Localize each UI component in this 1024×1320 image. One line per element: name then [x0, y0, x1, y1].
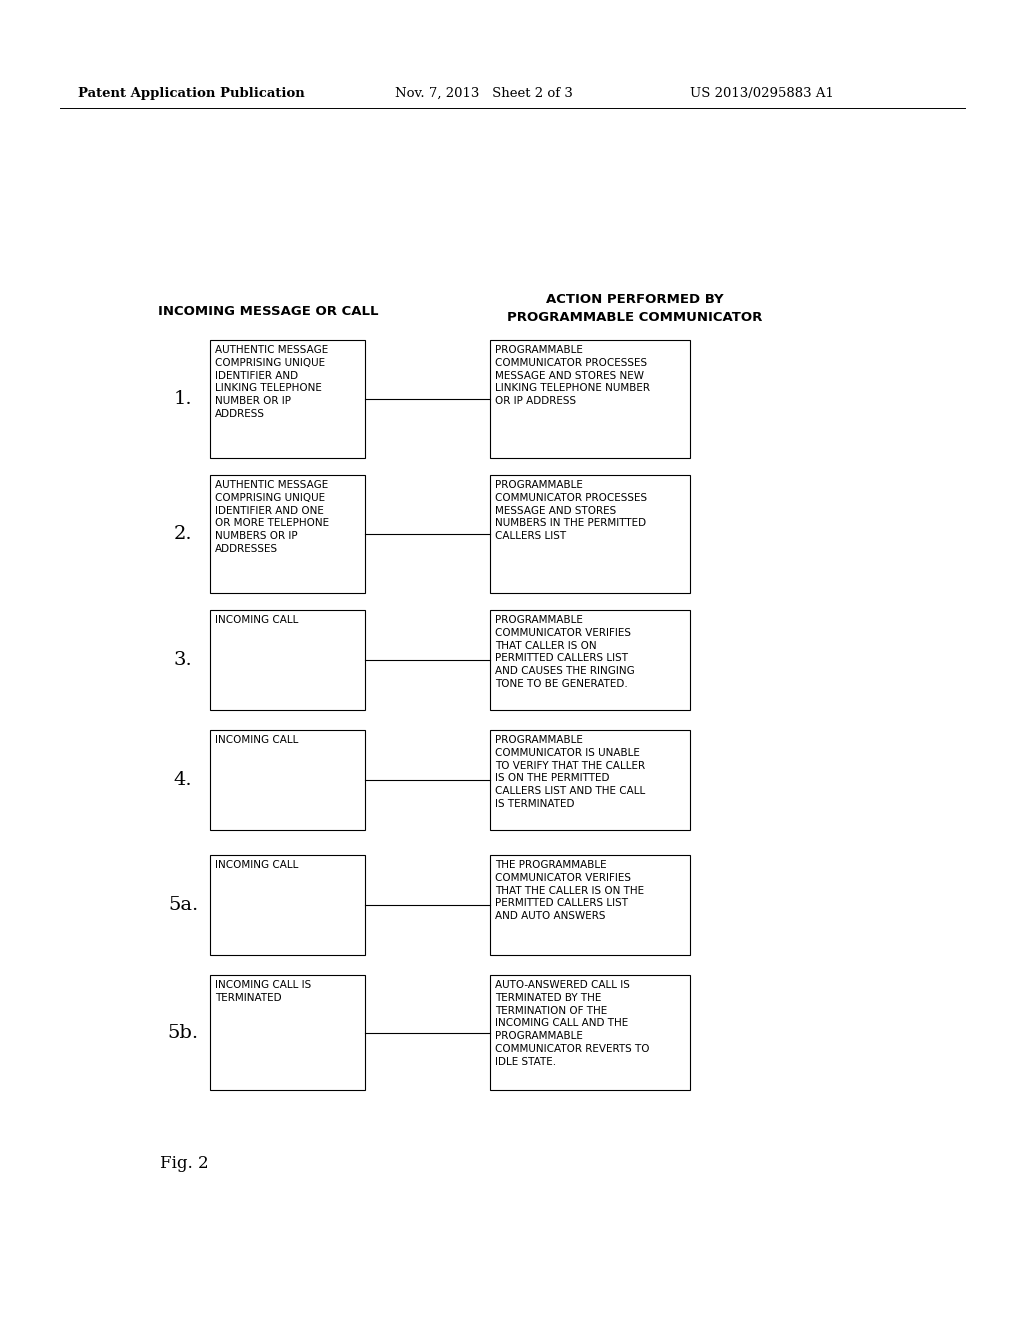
Text: 2.: 2.: [174, 525, 193, 543]
Text: AUTO-ANSWERED CALL IS
TERMINATED BY THE
TERMINATION OF THE
INCOMING CALL AND THE: AUTO-ANSWERED CALL IS TERMINATED BY THE …: [495, 979, 649, 1067]
Text: INCOMING CALL IS
TERMINATED: INCOMING CALL IS TERMINATED: [215, 979, 311, 1003]
Bar: [210, 610, 365, 710]
Bar: [490, 855, 690, 954]
Text: Patent Application Publication: Patent Application Publication: [78, 87, 305, 99]
Text: 5a.: 5a.: [168, 896, 198, 913]
Bar: [210, 975, 365, 1090]
Text: ACTION PERFORMED BY
PROGRAMMABLE COMMUNICATOR: ACTION PERFORMED BY PROGRAMMABLE COMMUNI…: [507, 293, 763, 323]
Text: THE PROGRAMMABLE
COMMUNICATOR VERIFIES
THAT THE CALLER IS ON THE
PERMITTED CALLE: THE PROGRAMMABLE COMMUNICATOR VERIFIES T…: [495, 861, 644, 921]
Text: 1.: 1.: [174, 389, 193, 408]
Text: Nov. 7, 2013   Sheet 2 of 3: Nov. 7, 2013 Sheet 2 of 3: [395, 87, 572, 99]
Bar: [490, 341, 690, 458]
Text: AUTHENTIC MESSAGE
COMPRISING UNIQUE
IDENTIFIER AND ONE
OR MORE TELEPHONE
NUMBERS: AUTHENTIC MESSAGE COMPRISING UNIQUE IDEN…: [215, 480, 329, 554]
Bar: [490, 610, 690, 710]
Text: INCOMING CALL: INCOMING CALL: [215, 861, 298, 870]
Text: PROGRAMMABLE
COMMUNICATOR PROCESSES
MESSAGE AND STORES NEW
LINKING TELEPHONE NUM: PROGRAMMABLE COMMUNICATOR PROCESSES MESS…: [495, 345, 650, 407]
Text: PROGRAMMABLE
COMMUNICATOR PROCESSES
MESSAGE AND STORES
NUMBERS IN THE PERMITTED
: PROGRAMMABLE COMMUNICATOR PROCESSES MESS…: [495, 480, 647, 541]
Bar: [490, 975, 690, 1090]
Bar: [490, 475, 690, 593]
Text: 3.: 3.: [174, 651, 193, 669]
Bar: [210, 341, 365, 458]
Text: Fig. 2: Fig. 2: [160, 1155, 209, 1172]
Text: US 2013/0295883 A1: US 2013/0295883 A1: [690, 87, 834, 99]
Bar: [210, 730, 365, 830]
Text: INCOMING CALL: INCOMING CALL: [215, 735, 298, 744]
Text: PROGRAMMABLE
COMMUNICATOR VERIFIES
THAT CALLER IS ON
PERMITTED CALLERS LIST
AND : PROGRAMMABLE COMMUNICATOR VERIFIES THAT …: [495, 615, 635, 689]
Bar: [210, 475, 365, 593]
Text: AUTHENTIC MESSAGE
COMPRISING UNIQUE
IDENTIFIER AND
LINKING TELEPHONE
NUMBER OR I: AUTHENTIC MESSAGE COMPRISING UNIQUE IDEN…: [215, 345, 329, 418]
Text: 5b.: 5b.: [168, 1023, 199, 1041]
Text: 4.: 4.: [174, 771, 193, 789]
Text: PROGRAMMABLE
COMMUNICATOR IS UNABLE
TO VERIFY THAT THE CALLER
IS ON THE PERMITTE: PROGRAMMABLE COMMUNICATOR IS UNABLE TO V…: [495, 735, 645, 809]
Bar: [490, 730, 690, 830]
Text: INCOMING MESSAGE OR CALL: INCOMING MESSAGE OR CALL: [158, 305, 378, 318]
Text: INCOMING CALL: INCOMING CALL: [215, 615, 298, 624]
Bar: [210, 855, 365, 954]
